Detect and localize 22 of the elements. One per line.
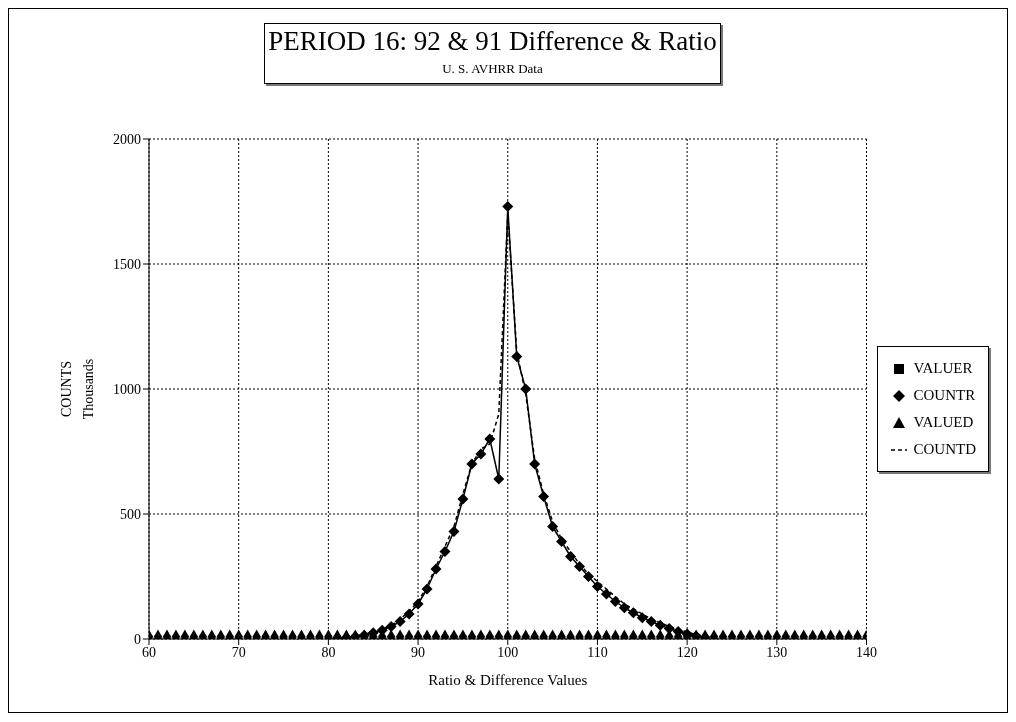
y-tick-label: 2000 bbox=[113, 131, 141, 147]
legend-label: VALUER bbox=[913, 360, 973, 377]
x-tick-label: 140 bbox=[856, 644, 877, 660]
x-tick-label: 90 bbox=[411, 644, 426, 660]
x-tick-label: 110 bbox=[587, 644, 608, 660]
x-tick-label: 70 bbox=[231, 644, 246, 660]
y-tick-label: 0 bbox=[134, 631, 141, 647]
x-tick-label: 60 bbox=[142, 644, 156, 660]
legend-label: COUNTR bbox=[913, 387, 976, 404]
y-tick-label: 1500 bbox=[113, 256, 141, 272]
x-tick-label: 120 bbox=[676, 644, 698, 660]
y-tick-label: 1000 bbox=[113, 381, 141, 397]
x-tick-label: 100 bbox=[497, 644, 519, 660]
chart-title: PERIOD 16: 92 & 91 Difference & Ratio bbox=[267, 26, 718, 57]
chart-subtitle: U. S. AVHRR Data bbox=[441, 61, 544, 77]
x-tick-label: 80 bbox=[321, 644, 336, 660]
legend-label: VALUED bbox=[913, 414, 974, 431]
x-axis-title: Ratio & Difference Values bbox=[428, 672, 588, 688]
y-axis-title: COUNTS Thousands bbox=[59, 358, 96, 420]
y-tick-label: 500 bbox=[120, 506, 141, 522]
x-tick-label: 130 bbox=[766, 644, 788, 660]
legend-label: COUNTD bbox=[913, 441, 976, 458]
